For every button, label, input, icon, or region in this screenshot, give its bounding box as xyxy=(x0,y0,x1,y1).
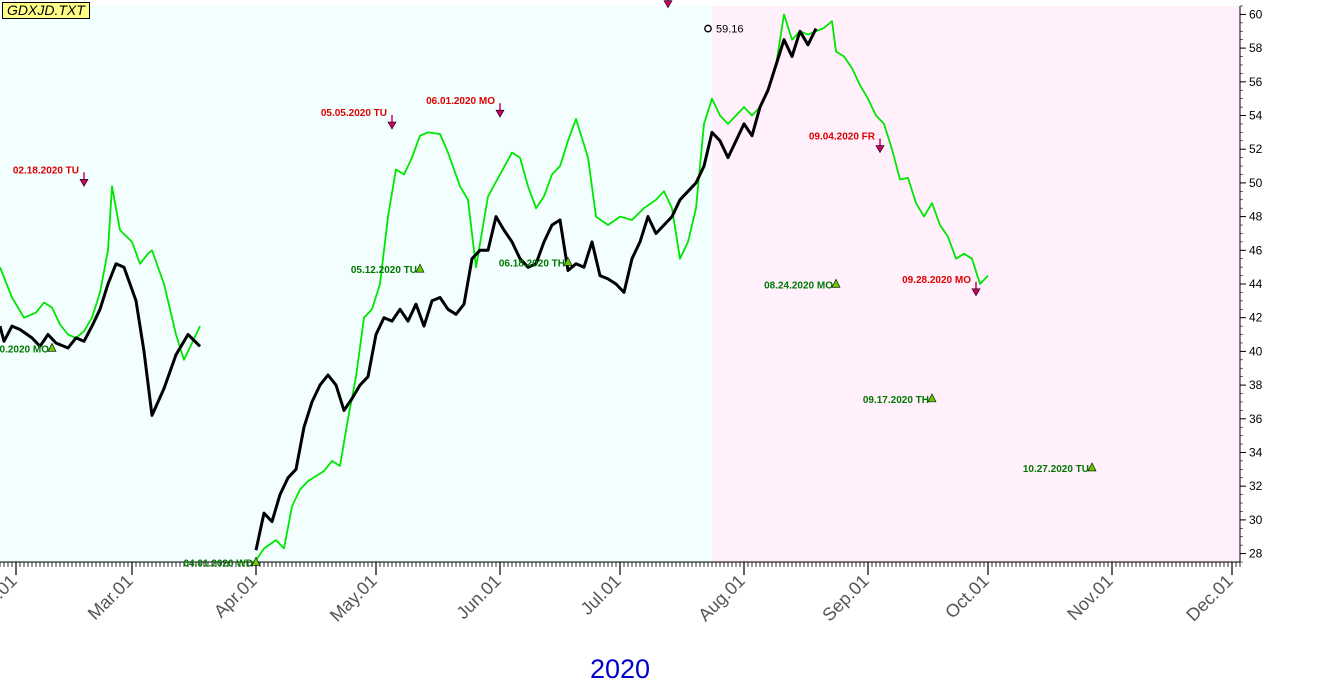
x-tick-label-9: Nov.01 xyxy=(1063,571,1117,625)
x-tick-label-6: Aug.01 xyxy=(694,571,748,625)
last-value-marker xyxy=(704,24,712,33)
y-tick-label-38: 38 xyxy=(1249,378,1263,392)
symbol-label: GDXJD.TXT xyxy=(2,2,90,19)
y-tick-label-56: 56 xyxy=(1249,75,1263,89)
y-tick-label-34: 34 xyxy=(1249,445,1263,459)
peak-label-4: 09.04.2020 FR xyxy=(809,132,876,143)
peak-label-2: 06.01.2020 MO xyxy=(426,96,495,107)
year-label: 2020 xyxy=(589,654,651,684)
trough-marker-7 xyxy=(251,556,261,566)
trough-label-10: 08.24.2020 MO xyxy=(764,280,833,291)
y-tick-label-28: 28 xyxy=(1249,547,1263,561)
annotations: 59.16 02.18.2020 TU 05.05.2020 TU 06.01.202… xyxy=(0,0,1097,569)
trough-label-7: 04.01.2020 WD xyxy=(184,558,254,569)
trough-marker-12 xyxy=(1087,462,1097,472)
trough-label-6: 02.10.2020 MO xyxy=(0,344,49,355)
series-line-0-segment-1 xyxy=(255,13,989,561)
background-regions xyxy=(0,6,1240,562)
y-tick-label-60: 60 xyxy=(1249,7,1263,21)
y-tick-label-40: 40 xyxy=(1249,344,1263,358)
y-tick-label-44: 44 xyxy=(1249,277,1263,291)
y-tick-label-32: 32 xyxy=(1249,479,1263,493)
shaded-region-0 xyxy=(0,6,712,562)
x-tick-label-3: May.01 xyxy=(326,571,381,626)
trough-label-8: 05.12.2020 TU xyxy=(351,265,417,276)
y-tick-label-46: 46 xyxy=(1249,243,1263,257)
series-line-0-segment-0 xyxy=(0,185,201,361)
trough-marker-11 xyxy=(927,393,937,403)
x-tick-label-0: Feb.01 xyxy=(0,571,21,625)
x-tick-label-7: Sep.01 xyxy=(818,571,872,625)
peak-marker-1 xyxy=(387,121,397,130)
trough-marker-9 xyxy=(563,256,573,266)
peak-marker-2 xyxy=(495,109,505,118)
last-value-label: 59.16 xyxy=(716,24,744,36)
y-tick-label-48: 48 xyxy=(1249,210,1263,224)
peak-marker-5 xyxy=(971,288,981,297)
y-tick-label-58: 58 xyxy=(1249,41,1263,55)
series-line-1-segment-0 xyxy=(0,262,202,417)
y-tick-label-42: 42 xyxy=(1249,311,1263,325)
series-lines xyxy=(0,13,989,561)
y-tick-label-30: 30 xyxy=(1249,513,1263,527)
x-tick-label-2: Apr.01 xyxy=(210,571,261,622)
trough-label-9: 06.18.2020 TH xyxy=(499,258,565,269)
x-tick-label-5: Jul.01 xyxy=(577,571,625,619)
y-tick-label-52: 52 xyxy=(1249,142,1263,156)
trough-marker-8 xyxy=(415,263,425,273)
x-tick-label-4: Jun.01 xyxy=(452,571,504,623)
x-tick-label-1: Mar.01 xyxy=(84,571,137,624)
y-tick-label-36: 36 xyxy=(1249,412,1263,426)
series-line-1-segment-1 xyxy=(254,27,818,551)
x-tick-label-10: Dec.01 xyxy=(1182,571,1236,625)
trough-label-12: 10.27.2020 TU xyxy=(1023,464,1089,475)
peak-label-1: 05.05.2020 TU xyxy=(321,108,387,119)
y-tick-label-50: 50 xyxy=(1249,176,1263,190)
y-tick-label-54: 54 xyxy=(1249,109,1263,123)
peak-label-5: 09.28.2020 MO xyxy=(902,275,971,286)
trough-marker-6 xyxy=(47,342,57,352)
peak-marker-3 xyxy=(663,0,673,9)
peak-marker-0 xyxy=(79,178,89,187)
peak-marker-4 xyxy=(875,145,885,154)
x-tick-label-8: Oct.01 xyxy=(941,571,993,623)
trough-marker-10 xyxy=(831,278,841,288)
trough-label-11: 09.17.2020 TH xyxy=(863,395,929,406)
peak-label-0: 02.18.2020 TU xyxy=(13,165,79,176)
